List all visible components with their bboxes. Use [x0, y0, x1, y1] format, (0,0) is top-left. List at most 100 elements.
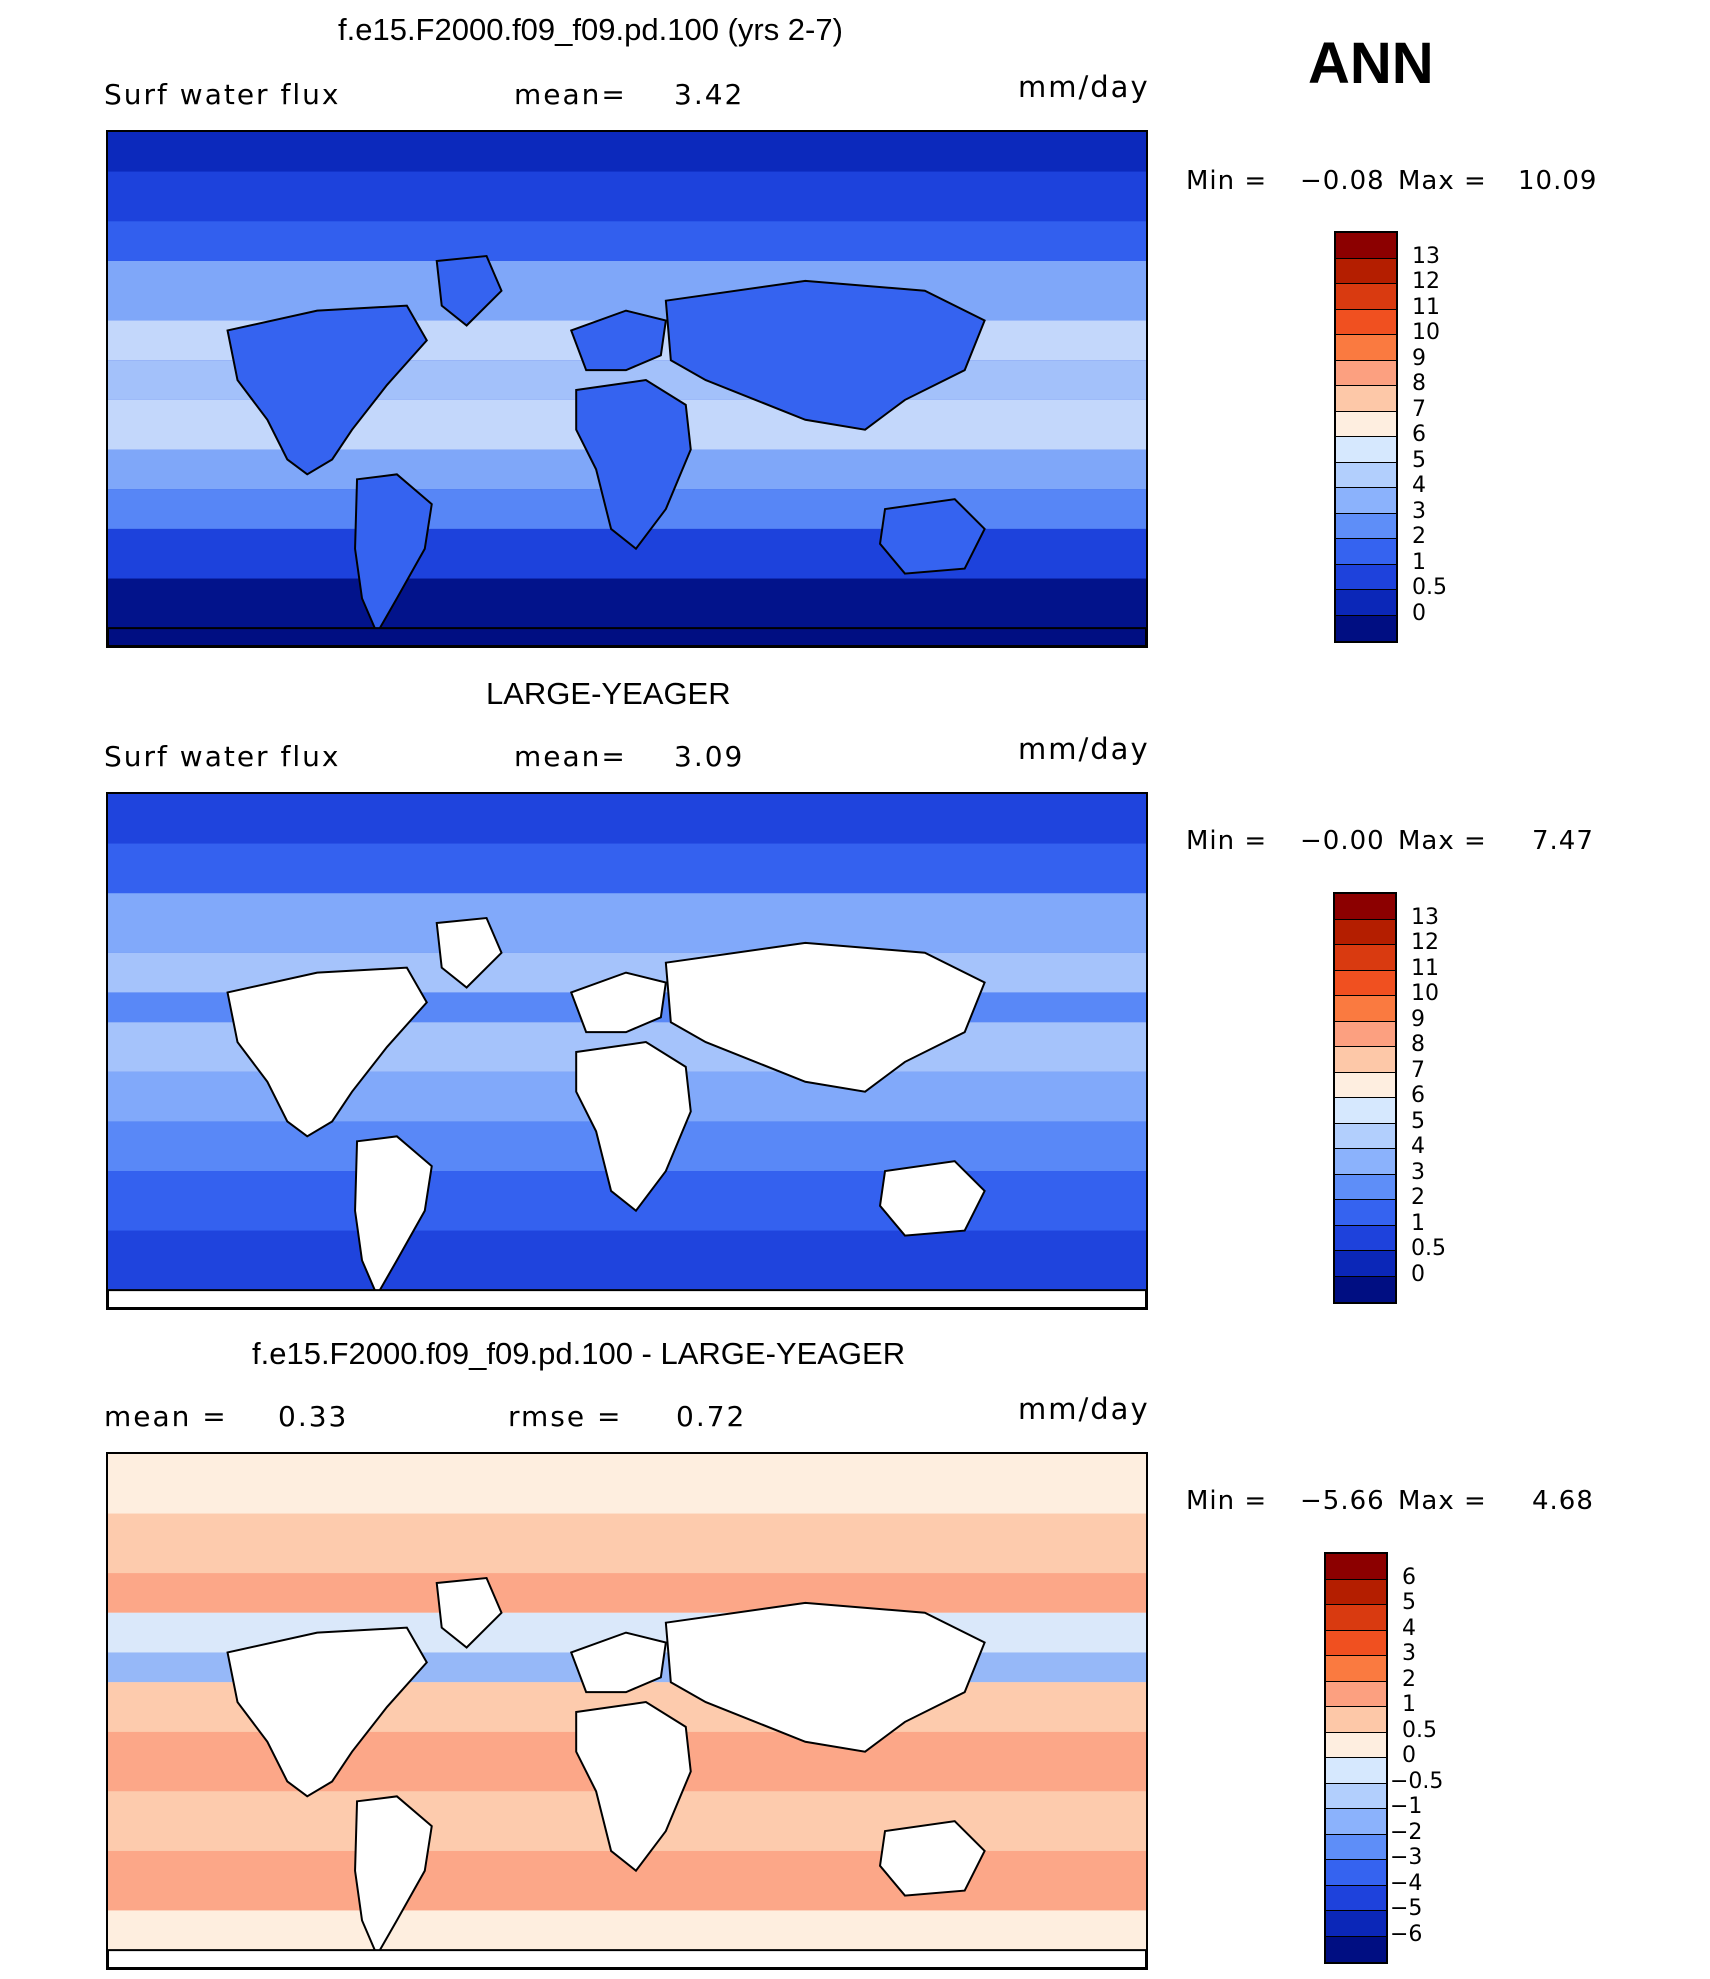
- colorbar-swatch: [1336, 488, 1396, 514]
- colorbar-swatch: [1336, 258, 1396, 284]
- colorbar-swatch: [1335, 1149, 1395, 1175]
- coastline: [354, 1135, 433, 1298]
- colorbar-swatch: [1335, 1098, 1395, 1124]
- colorbar-swatch: [1336, 437, 1396, 463]
- colorbar-tick-label: −5: [1390, 1896, 1423, 1921]
- colorbar-swatch: [1335, 894, 1395, 920]
- colorbar-tick-label: 0: [1412, 600, 1426, 626]
- colorbar-tick-label: 11: [1412, 294, 1440, 320]
- colorbar-tick-label: 8: [1411, 1032, 1425, 1057]
- colorbar-tick-label: 9: [1412, 345, 1426, 371]
- colorbar-swatch: [1336, 360, 1396, 386]
- colorbar-swatch: [1326, 1732, 1386, 1758]
- panel-2-min-label: Min =: [1186, 826, 1268, 856]
- panel-1-max-label: Max =: [1398, 166, 1487, 196]
- colorbar-swatch: [1326, 1809, 1386, 1835]
- colorbar-swatch: [1335, 945, 1395, 971]
- colorbar-swatch: [1336, 386, 1396, 412]
- panel-3-map: [106, 1452, 1148, 1970]
- colorbar-swatch: [1335, 1047, 1395, 1073]
- coastline: [664, 1601, 986, 1753]
- panel-2-max-value: 7.47: [1532, 826, 1594, 856]
- panel-1-title: f.e15.F2000.f09_f09.pd.100 (yrs 2-7): [338, 12, 843, 47]
- map-canvas: [108, 132, 1146, 646]
- coastline: [664, 941, 986, 1093]
- panel-2-mean-value: 3.09: [674, 740, 745, 773]
- contour-band: [108, 132, 1146, 172]
- colorbar-swatch: [1335, 996, 1395, 1022]
- colorbar-tick-label: 2: [1402, 1666, 1416, 1692]
- map-canvas: [108, 794, 1146, 1308]
- colorbar-tick-label: 12: [1412, 269, 1440, 294]
- panel-2-units: mm/day: [1018, 732, 1150, 766]
- contour-band: [108, 843, 1146, 894]
- panel-1-mean-value: 3.42: [674, 78, 745, 111]
- coastline: [435, 916, 503, 989]
- colorbar-swatch: [1335, 1123, 1395, 1149]
- coastline: [108, 627, 1146, 646]
- colorbar-swatch: [1336, 411, 1396, 437]
- colorbar-tick-label: 0.5: [1411, 1236, 1446, 1261]
- panel-1-units: mm/day: [1018, 70, 1150, 104]
- colorbar-tick-label: 5: [1402, 1590, 1416, 1615]
- colorbar-swatch: [1326, 1707, 1386, 1733]
- colorbar-swatch: [1326, 1579, 1386, 1605]
- coastline: [108, 1289, 1146, 1308]
- contour-band: [108, 1513, 1146, 1574]
- panel-3-min-value: −5.66: [1300, 1486, 1385, 1516]
- coastline: [354, 473, 433, 636]
- coastline: [226, 1626, 428, 1798]
- colorbar-swatch: [1336, 233, 1396, 259]
- colorbar-swatch: [1326, 1630, 1386, 1656]
- colorbar-tick-label: 4: [1402, 1615, 1416, 1641]
- colorbar-swatch: [1336, 615, 1396, 641]
- colorbar-swatch: [1335, 970, 1395, 996]
- colorbar-swatch: [1335, 1225, 1395, 1251]
- colorbar-swatch: [1336, 284, 1396, 310]
- colorbar-tick-label: 10: [1412, 320, 1440, 345]
- colorbar-swatch: [1335, 1200, 1395, 1226]
- panel-1-max-value: 10.09: [1518, 166, 1598, 196]
- contour-band: [108, 171, 1146, 222]
- colorbar-swatch: [1326, 1656, 1386, 1682]
- panel-1-min-value: −0.08: [1300, 166, 1385, 196]
- coastline: [575, 1701, 692, 1873]
- panel-3-max-label: Max =: [1398, 1486, 1487, 1516]
- colorbar-swatch: [1335, 1276, 1395, 1302]
- colorbar-tick-label: −2: [1390, 1819, 1423, 1845]
- panel-1-map: [106, 130, 1148, 648]
- colorbar-swatch: [1326, 1911, 1386, 1937]
- colorbar-tick-label: −3: [1390, 1845, 1423, 1870]
- colorbar-swatch: [1336, 590, 1396, 616]
- colorbar-swatch: [1326, 1885, 1386, 1911]
- colorbar-tick-label: 6: [1411, 1083, 1425, 1108]
- colorbar-tick-label: 3: [1411, 1159, 1425, 1185]
- colorbar-tick-label: 1: [1411, 1210, 1425, 1236]
- panel-3-max-value: 4.68: [1532, 1486, 1594, 1516]
- colorbar-tick-label: 3: [1412, 498, 1426, 524]
- contour-band: [108, 893, 1146, 953]
- colorbar-swatch: [1326, 1554, 1386, 1580]
- coastline: [878, 1160, 986, 1237]
- panel-3-units: mm/day: [1018, 1392, 1150, 1426]
- panel-1-field-label: Surf water flux: [104, 78, 341, 111]
- colorbar-swatch: [1326, 1834, 1386, 1860]
- colorbar-swatch: [1335, 1021, 1395, 1047]
- coastline: [569, 1631, 667, 1694]
- colorbar-swatch: [1326, 1605, 1386, 1631]
- colorbar-tick-label: 5: [1412, 447, 1426, 473]
- coastline: [108, 1949, 1146, 1968]
- panel-2-mean-label: mean=: [514, 740, 627, 773]
- colorbar-tick-label: 0: [1402, 1743, 1416, 1768]
- colorbar-swatch: [1326, 1758, 1386, 1784]
- colorbar-tick-label: 0.5: [1412, 575, 1447, 600]
- coastline: [575, 379, 692, 551]
- panel-3-mean-label: mean =: [104, 1400, 228, 1433]
- panel-3-rmse-value: 0.72: [676, 1400, 747, 1433]
- coastline: [435, 254, 503, 327]
- contour-band: [108, 1573, 1146, 1613]
- colorbar-swatch: [1335, 1174, 1395, 1200]
- colorbar-swatch: [1336, 539, 1396, 565]
- colorbar-tick-label: 2: [1412, 524, 1426, 549]
- colorbar-tick-label: 5: [1411, 1108, 1425, 1134]
